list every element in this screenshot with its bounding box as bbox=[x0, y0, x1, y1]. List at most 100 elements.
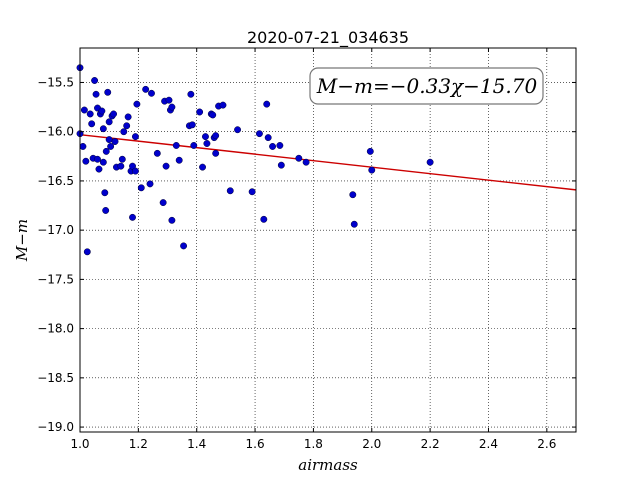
data-point bbox=[168, 216, 176, 224]
data-point bbox=[98, 107, 106, 115]
data-point bbox=[162, 162, 170, 170]
data-point bbox=[212, 149, 220, 157]
data-point bbox=[187, 90, 195, 98]
data-point bbox=[153, 149, 161, 157]
data-point bbox=[277, 161, 285, 169]
data-point bbox=[79, 143, 87, 150]
y-tick-label: −18.0 bbox=[37, 322, 74, 336]
plot-frame bbox=[79, 47, 577, 433]
annotation-text: M−m=−0.33χ−15.70 bbox=[316, 74, 538, 98]
data-point bbox=[349, 191, 357, 199]
data-point bbox=[269, 143, 277, 150]
data-point bbox=[105, 118, 113, 126]
data-point bbox=[94, 155, 101, 163]
annotation-box bbox=[309, 67, 544, 105]
x-tick-label: 1.2 bbox=[129, 437, 148, 451]
data-point bbox=[219, 101, 227, 109]
equation-annotation: M−m=−0.33χ−15.70 bbox=[309, 67, 544, 105]
data-point bbox=[120, 128, 128, 136]
data-point bbox=[142, 85, 150, 93]
data-point bbox=[175, 156, 183, 164]
y-tick-label: −15.5 bbox=[37, 75, 74, 89]
data-point bbox=[276, 142, 284, 149]
y-tick-label: −16.5 bbox=[37, 174, 74, 188]
y-tick-label: −17.0 bbox=[37, 223, 74, 237]
y-tick-label: −19.0 bbox=[37, 420, 74, 434]
x-tick-label: 1.6 bbox=[246, 437, 265, 451]
data-point bbox=[196, 108, 204, 116]
axis-ticks: 1.0 1.2 1.4 1.6 1.8 2.0 2.2 2.4 2.6 −15.5 −16.0 −16… bbox=[37, 48, 576, 451]
x-tick-label: 1.4 bbox=[187, 437, 206, 451]
x-tick-label: 2.0 bbox=[362, 437, 381, 451]
data-point bbox=[105, 136, 113, 144]
data-point bbox=[226, 187, 234, 195]
data-point bbox=[131, 167, 139, 175]
data-point bbox=[368, 166, 376, 174]
data-point bbox=[146, 180, 154, 188]
data-point bbox=[209, 111, 217, 119]
data-point bbox=[83, 248, 91, 256]
data-point bbox=[212, 132, 220, 140]
data-point bbox=[124, 113, 132, 121]
y-tick-label: −17.5 bbox=[37, 272, 74, 286]
data-point bbox=[92, 90, 100, 98]
data-point bbox=[86, 110, 94, 118]
data-point bbox=[302, 158, 310, 166]
data-point bbox=[366, 147, 374, 155]
data-point bbox=[190, 142, 198, 149]
y-tick-label: −18.5 bbox=[37, 371, 74, 385]
data-point bbox=[350, 220, 358, 228]
data-point bbox=[426, 158, 434, 166]
x-tick-label: 2.6 bbox=[537, 437, 556, 451]
chart-title: 2020-07-21_034635 bbox=[247, 28, 409, 48]
x-tick-label: 1.8 bbox=[304, 437, 323, 451]
data-point bbox=[101, 189, 109, 197]
data-point bbox=[133, 100, 141, 108]
data-point bbox=[148, 89, 155, 97]
data-point bbox=[129, 213, 136, 221]
data-point bbox=[295, 154, 303, 162]
data-point bbox=[180, 242, 188, 250]
data-point bbox=[118, 155, 126, 163]
data-point bbox=[99, 125, 107, 133]
fit-line bbox=[79, 133, 577, 191]
data-point bbox=[260, 215, 268, 223]
data-point bbox=[104, 88, 112, 96]
data-point bbox=[203, 140, 211, 147]
data-point bbox=[117, 162, 125, 170]
data-point bbox=[82, 157, 90, 165]
data-point bbox=[131, 133, 139, 141]
data-point bbox=[263, 100, 271, 108]
data-point bbox=[107, 143, 115, 150]
y-axis-label: M−m bbox=[13, 219, 31, 262]
data-point bbox=[123, 122, 131, 130]
data-point bbox=[202, 133, 209, 141]
data-point bbox=[172, 142, 180, 149]
data-point bbox=[102, 207, 110, 214]
data-point bbox=[99, 158, 107, 166]
data-point bbox=[165, 96, 173, 104]
data-point bbox=[80, 106, 88, 114]
fit-line-layer bbox=[79, 133, 577, 191]
x-axis-label: airmass bbox=[298, 456, 358, 474]
data-point bbox=[91, 77, 99, 84]
y-tick-label: −16.0 bbox=[37, 125, 74, 139]
data-point bbox=[168, 103, 176, 111]
x-tick-label: 2.2 bbox=[421, 437, 440, 451]
x-tick-label: 2.4 bbox=[479, 437, 498, 451]
data-point bbox=[199, 163, 206, 171]
data-point bbox=[255, 130, 263, 138]
data-point bbox=[110, 110, 118, 118]
data-point bbox=[95, 165, 103, 173]
data-point bbox=[159, 199, 167, 207]
data-point bbox=[188, 121, 196, 129]
data-point bbox=[248, 188, 256, 196]
data-point bbox=[102, 147, 110, 155]
data-point bbox=[111, 138, 119, 145]
data-point bbox=[264, 134, 272, 142]
data-point bbox=[88, 120, 96, 128]
data-point bbox=[234, 126, 242, 134]
x-tick-label: 1.0 bbox=[70, 437, 89, 451]
data-point bbox=[137, 184, 145, 192]
